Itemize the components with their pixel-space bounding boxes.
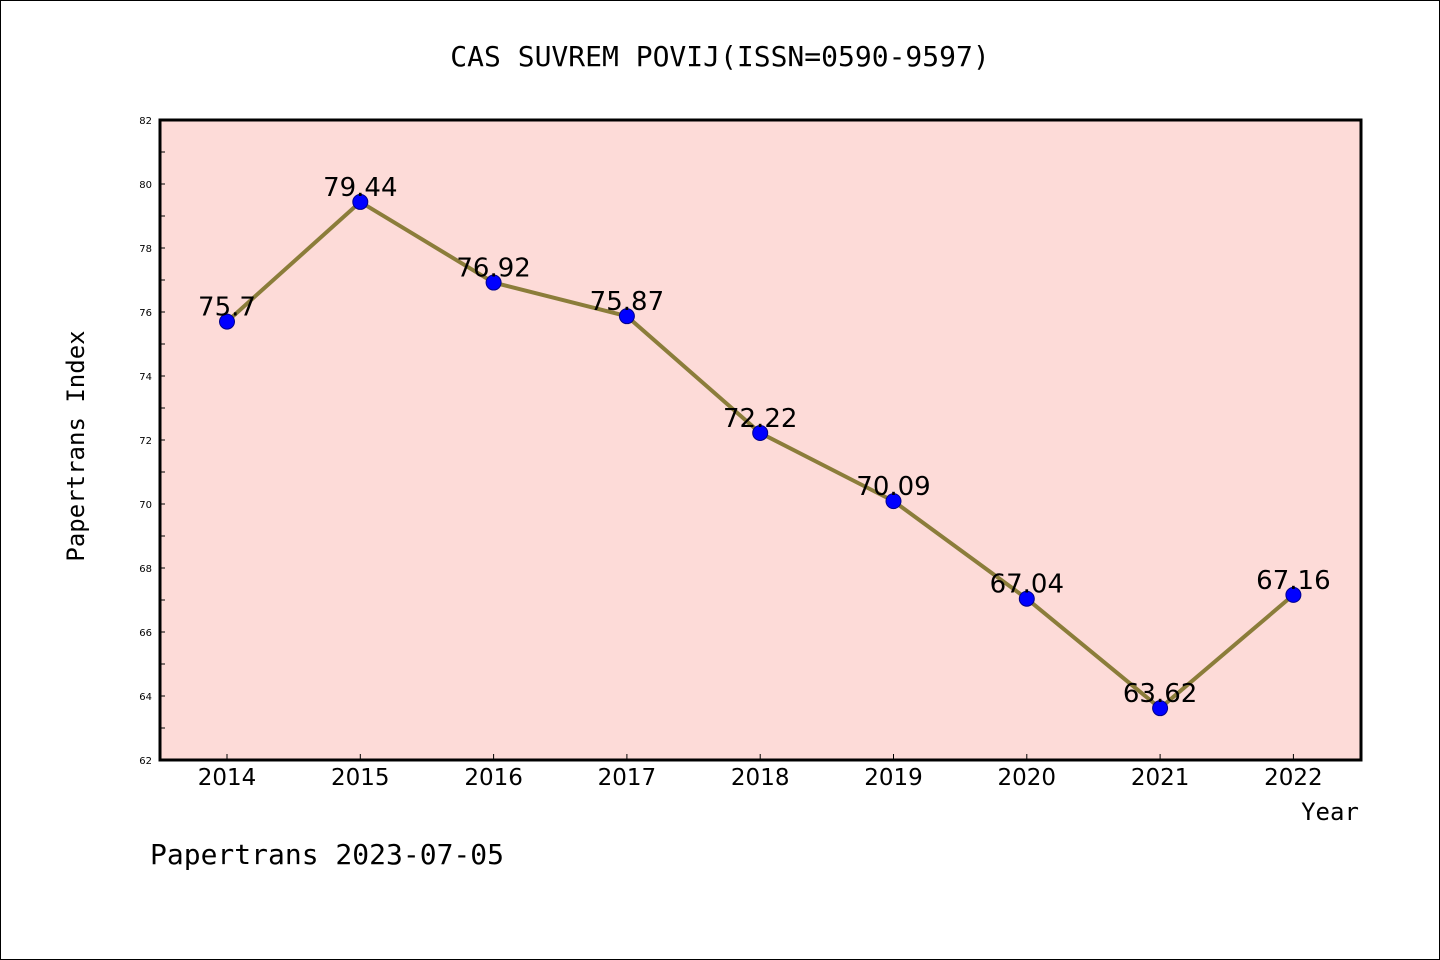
data-label: 76.92 <box>456 254 530 284</box>
y-tick-label: 62 <box>139 756 152 767</box>
data-point <box>219 313 235 330</box>
y-tick-label: 68 <box>139 564 152 575</box>
chart-title: CAS SUVREM POVIJ(ISSN=0590-9597) <box>450 40 989 73</box>
data-label: 79.44 <box>323 173 397 203</box>
series-markers <box>219 193 1302 717</box>
y-tick-label: 64 <box>139 692 152 703</box>
x-tick-label: 2016 <box>464 765 523 791</box>
data-label: 75.87 <box>590 287 664 317</box>
x-tick-label: 2015 <box>331 765 390 791</box>
x-tick-label: 2018 <box>731 765 790 791</box>
y-axis-label: Papertrans Index <box>62 330 90 561</box>
data-point <box>1018 590 1035 607</box>
data-labels: 75.7 79.44 76.92 75.87 72.22 70.09 67.04 63.62 6… <box>198 173 1331 709</box>
x-tick-label: 2020 <box>998 765 1057 791</box>
data-point <box>352 193 369 210</box>
y-tick-label: 74 <box>139 372 152 383</box>
y-tick-label: 76 <box>139 308 152 319</box>
footer-date: Papertrans 2023-07-05 <box>150 838 504 871</box>
x-tick-label: 2017 <box>598 765 657 791</box>
y-axis: 62 64 66 68 70 72 74 76 78 80 82 <box>139 116 165 767</box>
x-tick-label: 2019 <box>864 765 923 791</box>
y-tick-label: 72 <box>139 436 152 447</box>
x-axis-label: Year <box>1301 798 1359 826</box>
data-point <box>752 424 769 441</box>
data-label: 72.22 <box>723 404 797 434</box>
data-point <box>1285 586 1302 603</box>
data-point <box>885 493 902 510</box>
y-tick-label: 80 <box>139 180 152 191</box>
y-tick-label: 78 <box>139 244 152 255</box>
x-tick-label: 2014 <box>198 765 257 791</box>
data-point <box>485 274 502 291</box>
x-axis: 2014 2015 2016 2017 2018 2019 2020 2021 2022 <box>198 754 1323 791</box>
data-label: 75.7 <box>198 293 256 323</box>
y-tick-label: 70 <box>139 500 152 511</box>
data-label: 63.62 <box>1123 679 1197 709</box>
x-tick-label: 2022 <box>1264 765 1323 791</box>
y-tick-label: 82 <box>139 116 152 127</box>
data-label: 67.04 <box>990 570 1064 600</box>
data-label: 70.09 <box>856 472 930 502</box>
data-label: 67.16 <box>1256 566 1330 596</box>
x-tick-label: 2021 <box>1131 765 1190 791</box>
data-point <box>1152 700 1169 717</box>
data-point <box>618 308 635 325</box>
y-tick-label: 66 <box>139 628 152 639</box>
